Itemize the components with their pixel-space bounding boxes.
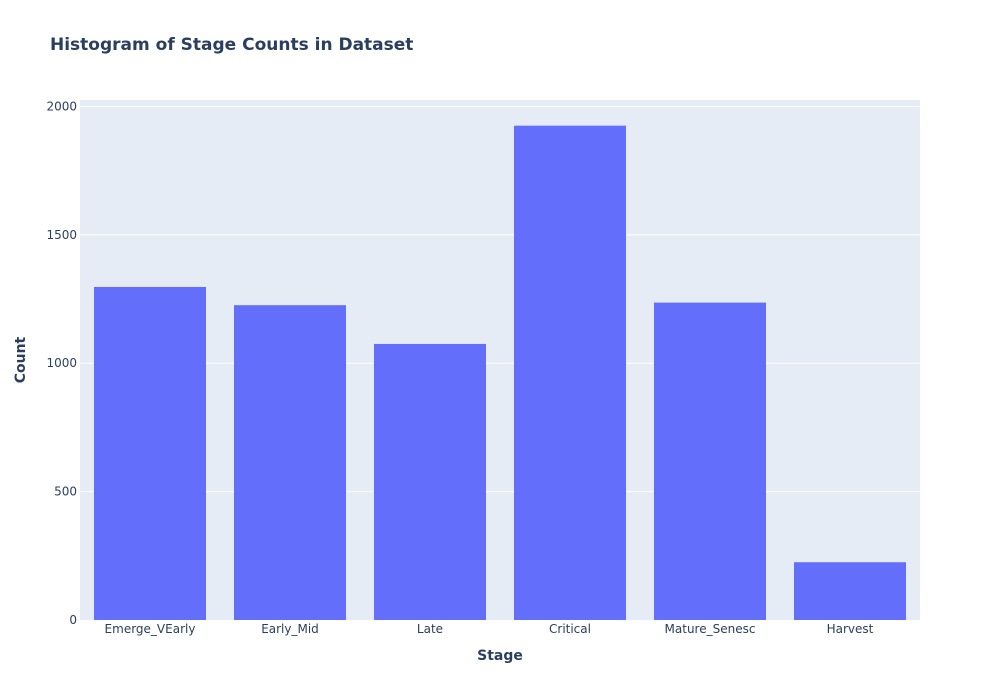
y-axis-ticks: 0 500 1000 1500 2000 [46, 99, 77, 627]
x-axis-title: Stage [477, 648, 523, 664]
bars [94, 125, 906, 620]
bar-mature-senesc [654, 302, 766, 620]
y-tick-label: 1500 [46, 228, 77, 242]
y-tick-label: 0 [69, 613, 77, 627]
y-tick-label: 2000 [46, 99, 77, 113]
y-axis-title: Count [13, 336, 29, 383]
x-tick-label: Mature_Senesc [665, 622, 756, 636]
x-tick-label: Critical [549, 622, 591, 636]
y-tick-label: 500 [54, 485, 77, 499]
chart-title: Histogram of Stage Counts in Dataset [50, 35, 413, 55]
x-tick-label: Harvest [827, 622, 874, 636]
x-tick-label: Emerge_VEarly [105, 622, 196, 636]
bar-emerge-vearly [94, 286, 206, 620]
bar-harvest [794, 562, 906, 620]
bar-critical [514, 125, 626, 620]
x-tick-label: Late [417, 622, 443, 636]
bar-late [374, 343, 486, 620]
bar-early-mid [234, 305, 346, 620]
y-tick-label: 1000 [46, 356, 77, 370]
x-axis-ticks: Emerge_VEarly Early_Mid Late Critical Mature… [105, 622, 874, 636]
x-tick-label: Early_Mid [261, 622, 319, 636]
grid-lines [80, 105, 920, 493]
plot-area [80, 100, 920, 620]
